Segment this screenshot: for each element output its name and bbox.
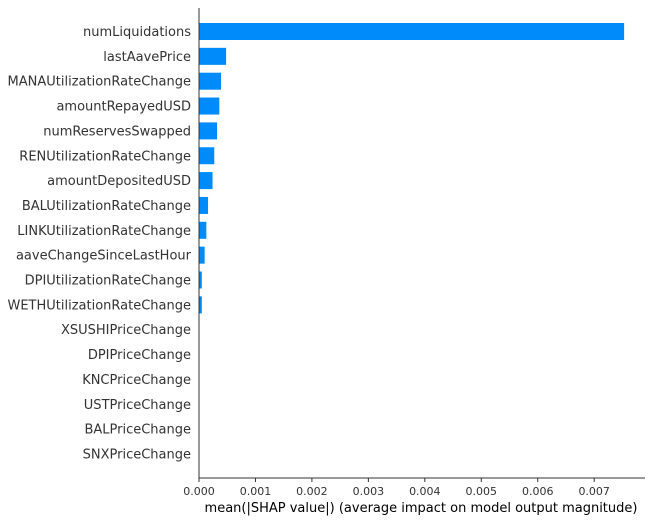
category-label: DPIUtilizationRateChange bbox=[25, 274, 191, 289]
category-label: WETHUtilizationRateChange bbox=[7, 298, 191, 313]
x-tick-label: 0.002 bbox=[296, 485, 328, 498]
bar-lastAavePrice bbox=[199, 47, 227, 65]
category-label: RENUtilizationRateChange bbox=[19, 149, 191, 164]
bars-group bbox=[199, 23, 625, 314]
bar-WETHUtilizationRateChange bbox=[199, 296, 202, 314]
bar-aaveChangeSinceLastHour bbox=[199, 246, 205, 264]
category-label: SNXPriceChange bbox=[83, 447, 191, 462]
x-tick-label: 0.005 bbox=[466, 485, 498, 498]
category-label: numLiquidations bbox=[83, 25, 191, 40]
category-label: aaveChangeSinceLastHour bbox=[16, 249, 192, 264]
x-tick-label: 0.006 bbox=[522, 485, 554, 498]
category-label: lastAavePrice bbox=[103, 50, 191, 65]
category-label: amountRepayedUSD bbox=[56, 100, 191, 115]
bar-MANAUtilizationRateChange bbox=[199, 72, 222, 90]
bar-amountRepayedUSD bbox=[199, 97, 220, 115]
category-label: MANAUtilizationRateChange bbox=[8, 75, 191, 90]
category-label: DPIPriceChange bbox=[88, 348, 191, 363]
bar-DPIUtilizationRateChange bbox=[199, 271, 202, 289]
category-label: KNCPriceChange bbox=[82, 373, 191, 388]
category-label: XSUSHIPriceChange bbox=[61, 323, 191, 338]
category-label: USTPriceChange bbox=[84, 398, 191, 413]
x-axis-label: mean(|SHAP value|) (average impact on mo… bbox=[205, 501, 638, 516]
x-tick-label: 0.000 bbox=[183, 485, 215, 498]
bar-BALUtilizationRateChange bbox=[199, 196, 209, 214]
category-label: BALPriceChange bbox=[84, 423, 191, 438]
x-tick-label: 0.007 bbox=[578, 485, 610, 498]
category-label: numReservesSwapped bbox=[43, 124, 191, 139]
x-ticks-group: 0.000 0.001 0.002 0.003 0.004 0.005 0.006 0.007 bbox=[183, 478, 610, 498]
x-tick-label: 0.001 bbox=[240, 485, 272, 498]
bar-numReservesSwapped bbox=[199, 122, 218, 140]
category-label: LINKUtilizationRateChange bbox=[17, 224, 191, 239]
category-labels-group: numLiquidations lastAavePrice MANAUtilizat… bbox=[7, 25, 191, 462]
x-tick-label: 0.004 bbox=[409, 485, 441, 498]
bar-RENUtilizationRateChange bbox=[199, 147, 215, 165]
x-tick-label: 0.003 bbox=[353, 485, 385, 498]
bar-amountDepositedUSD bbox=[199, 172, 213, 190]
category-label: amountDepositedUSD bbox=[47, 174, 191, 189]
bar-numLiquidations bbox=[199, 23, 625, 40]
bar-LINKUtilizationRateChange bbox=[199, 221, 207, 239]
category-label: BALUtilizationRateChange bbox=[22, 199, 191, 214]
